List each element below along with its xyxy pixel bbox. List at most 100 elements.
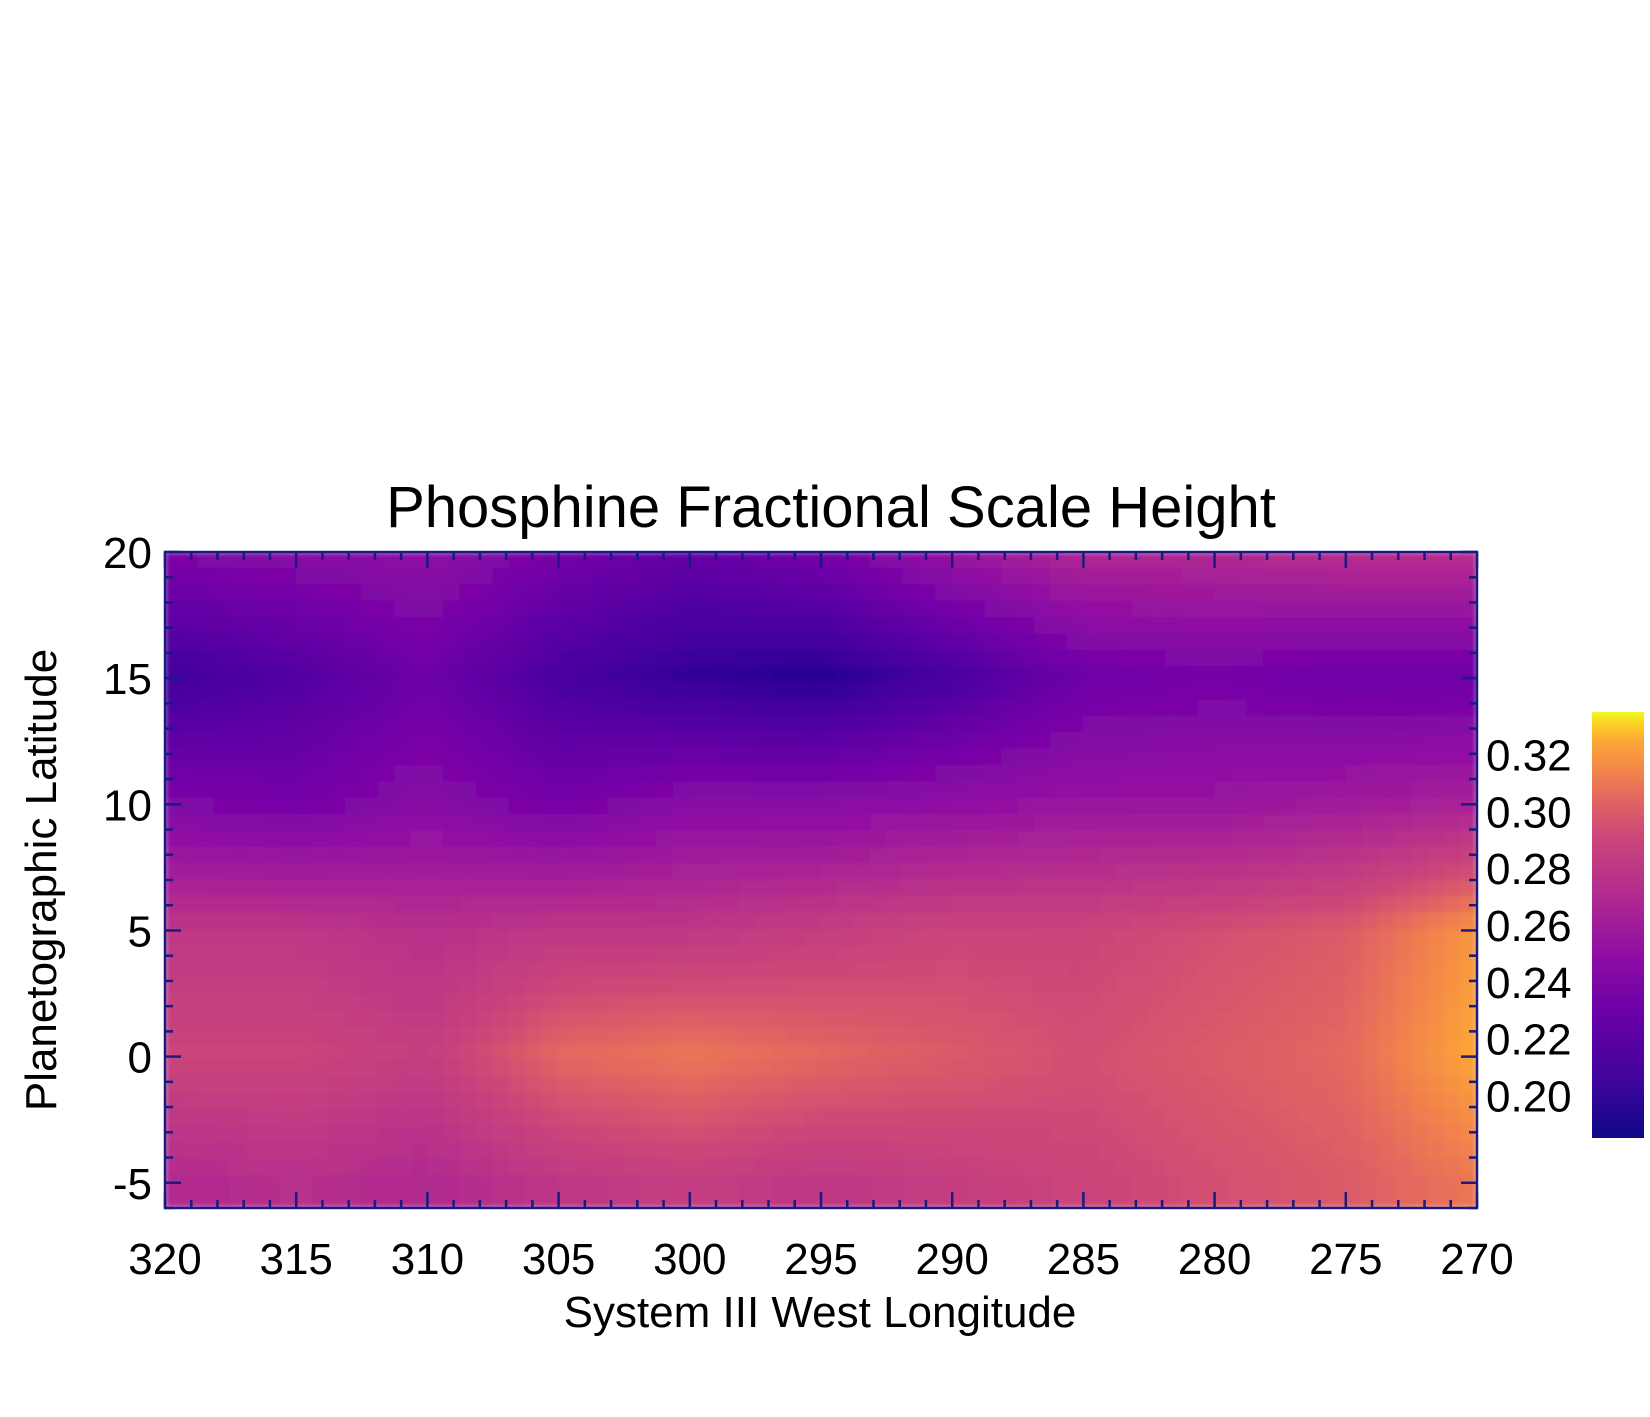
heatmap-cell [197, 895, 215, 914]
heatmap-cell [1164, 584, 1183, 602]
heatmap-cell [590, 1109, 609, 1127]
heatmap-cell [902, 1109, 920, 1127]
heatmap-cell [623, 1043, 642, 1061]
heatmap-cell [1263, 731, 1281, 750]
heatmap-cell [1000, 813, 1019, 832]
heatmap-cell [754, 912, 773, 930]
heatmap-cell [1000, 699, 1019, 717]
heatmap-cell [1443, 928, 1462, 947]
colorbar [1592, 712, 1644, 1138]
heatmap-cell [1361, 682, 1380, 701]
heatmap-cell [262, 731, 281, 750]
heatmap-cell [1197, 945, 1216, 963]
heatmap-cell [1050, 748, 1068, 766]
heatmap-cell [623, 600, 642, 619]
heatmap-cell [246, 928, 264, 947]
heatmap-cell [968, 1191, 986, 1208]
heatmap-cell [886, 584, 904, 602]
heatmap-cell [1099, 1191, 1117, 1208]
heatmap-cell [886, 1125, 904, 1143]
heatmap-cell [804, 1027, 822, 1045]
heatmap-cell [410, 945, 428, 963]
heatmap-cell [1410, 633, 1429, 651]
heatmap-cell [722, 961, 740, 979]
heatmap-cell [262, 682, 281, 701]
heatmap-cell [1066, 797, 1084, 815]
heatmap-cell [689, 1174, 707, 1193]
heatmap-cell [754, 977, 773, 996]
heatmap-cell [1082, 567, 1101, 586]
heatmap-cell [1246, 1141, 1265, 1160]
heatmap-cell [1197, 567, 1216, 586]
heatmap-cell [574, 1141, 592, 1160]
heatmap-cell [361, 649, 379, 668]
heatmap-cell [1460, 846, 1477, 865]
heatmap-cell [918, 1027, 937, 1045]
heatmap-cell [1082, 830, 1101, 848]
heatmap-cell [410, 731, 428, 750]
heatmap-cell [689, 813, 707, 832]
heatmap-cell [656, 879, 674, 897]
heatmap-cell [246, 830, 264, 848]
heatmap-cell [869, 797, 888, 815]
heatmap-cell [1312, 863, 1330, 881]
heatmap-cell [1017, 1010, 1035, 1029]
heatmap-cell [951, 1125, 970, 1143]
heatmap-cell [984, 764, 1002, 783]
heatmap-cell [197, 1174, 215, 1193]
heatmap-cell [492, 1092, 510, 1111]
heatmap-cell [1148, 994, 1166, 1012]
heatmap-cell [361, 781, 379, 799]
heatmap-cell [918, 600, 937, 619]
heatmap-cell [689, 846, 707, 865]
heatmap-cell [623, 666, 642, 684]
heatmap-cell [722, 1010, 740, 1029]
heatmap-cell [1164, 830, 1183, 848]
heatmap-cell [771, 682, 789, 701]
heatmap-cell [1312, 928, 1330, 947]
heatmap-cell [689, 830, 707, 848]
heatmap-cell [1410, 813, 1429, 832]
heatmap-cell [1099, 895, 1117, 914]
heatmap-cell [1000, 682, 1019, 701]
heatmap-cell [295, 813, 314, 832]
heatmap-cell [1099, 715, 1117, 733]
heatmap-cell [1394, 617, 1412, 635]
heatmap-cell [1394, 797, 1412, 815]
heatmap-cell [1246, 781, 1265, 799]
heatmap-cell [623, 961, 642, 979]
heatmap-cell [771, 552, 789, 569]
heatmap-cell [1115, 961, 1134, 979]
heatmap-cell [984, 1027, 1002, 1045]
heatmap-cell [361, 1158, 379, 1176]
heatmap-cell [246, 781, 264, 799]
heatmap-cell [771, 994, 789, 1012]
heatmap-cell [1279, 682, 1298, 701]
heatmap-cell [935, 1191, 953, 1208]
heatmap-cell [1378, 1141, 1396, 1160]
heatmap-cell [574, 617, 592, 635]
heatmap-cell [476, 945, 494, 963]
heatmap-cell [1443, 764, 1462, 783]
heatmap-cell [246, 600, 264, 619]
heatmap-cell [1066, 617, 1084, 635]
heatmap-cell [689, 1125, 707, 1143]
heatmap-cell [230, 617, 248, 635]
heatmap-cell [590, 567, 609, 586]
heatmap-cell [1099, 1059, 1117, 1078]
heatmap-cell [328, 846, 346, 865]
heatmap-cell [1328, 895, 1347, 914]
heatmap-cell [558, 781, 576, 799]
heatmap-cell [1033, 584, 1052, 602]
heatmap-cell [623, 633, 642, 651]
heatmap-cell [180, 764, 199, 783]
heatmap-cell [1017, 928, 1035, 947]
heatmap-cell [1115, 1010, 1134, 1029]
heatmap-cell [935, 617, 953, 635]
heatmap-cell [623, 731, 642, 750]
heatmap-cell [525, 895, 543, 914]
heatmap-cell [689, 715, 707, 733]
heatmap-cell [1361, 715, 1380, 733]
heatmap-cell [1230, 895, 1248, 914]
heatmap-cell [1378, 1027, 1396, 1045]
